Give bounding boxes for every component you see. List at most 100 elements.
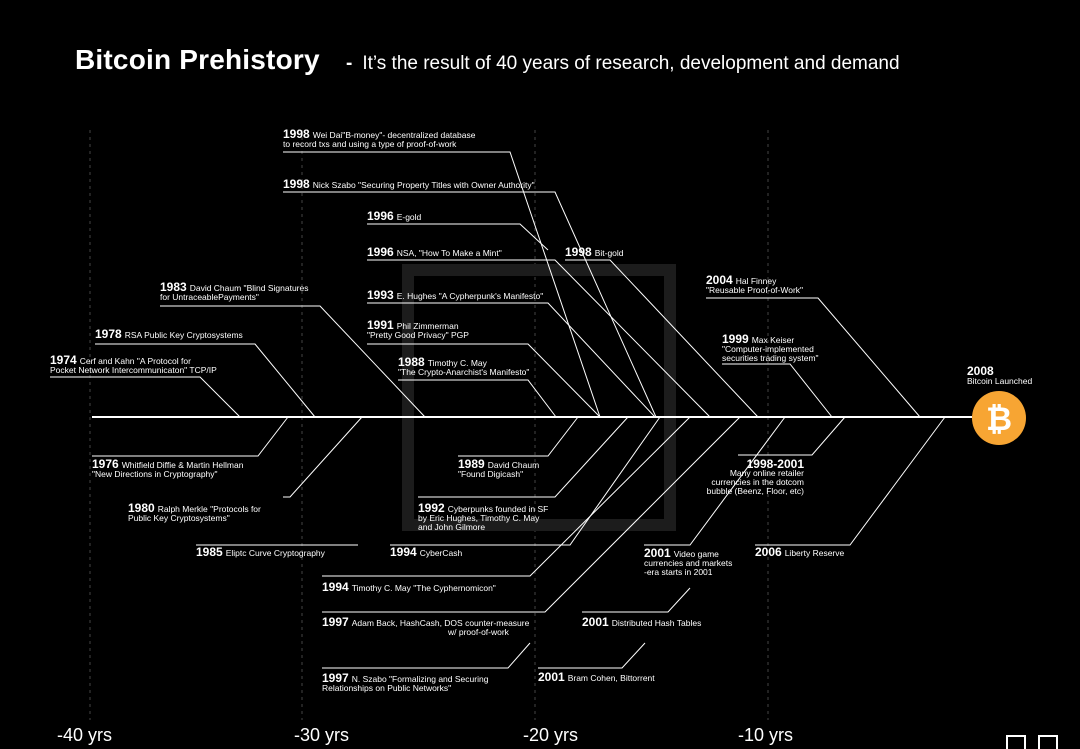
branch-2004-finney [706,297,921,418]
event-2006-liberty: 2006 Liberty Reserve [755,545,845,559]
corner-mark-left [1006,735,1026,749]
axis-label-30: -30 yrs [294,725,350,745]
branch-1998-2001-dotcom [738,416,846,456]
event-year: 1994 [390,545,417,559]
event-2001-videogame: 2001 Video game currencies and markets -e… [644,546,733,577]
endpoint-label: Bitcoin Launched [967,376,1033,386]
subtitle-text: It’s the result of 40 years of research,… [362,53,900,74]
event-1994-cybercash: 1994 CyberCash [390,545,462,559]
event-year: 1999 [722,332,749,346]
event-text2: "The Crypto-Anarchist's Manifesto" [398,367,530,377]
event-year: 1985 [196,545,223,559]
event-2001-bittorrent: 2001 Bram Cohen, Bittorrent [538,670,655,684]
branch-1994-cybercash [390,416,661,546]
event-year: 1988 [398,355,425,369]
event-year: 1997 [322,615,349,629]
event-2004-finney: 2004 Hal Finney "Reusable Proof-of-Work" [706,273,804,295]
page-subtitle: - It’s the result of 40 years of research… [346,53,900,75]
event-year: 2006 [755,545,782,559]
event-1998-bmoney: 1998 Wei Dai"B-money"- decentralized data… [283,127,476,149]
event-1991-pgp: 1991 Phil Zimmerman "Pretty Good Privacy"… [367,318,469,340]
event-text2: "Computer-implemented securities trading… [722,344,819,363]
event-text2: w/ proof-of-work [448,627,509,637]
event-1989-digicash: 1989 David Chaum "Found Digicash" [458,457,539,479]
event-text: Phil Zimmerman [396,321,459,331]
branch-1988-may [398,379,557,418]
event-text: Wei Dai"B-money"- decentralized database [312,130,476,140]
event-1988-may: 1988 Timothy C. May "The Crypto-Anarchist… [398,355,530,377]
event-1994-cyphernomicon: 1994 Timothy C. May "The Cyphernomicon" [322,581,496,593]
event-text2: "Reusable Proof-of-Work" [706,285,804,295]
event-1997-szabo-formalizing: 1997 N. Szabo "Formalizing and Securing R… [322,671,488,693]
event-year: 1989 [458,457,485,471]
event-1976-diffie: 1976 Whitfield Diffie & Martin Hellman "N… [92,458,243,479]
branch-2001-videogame [644,416,786,546]
branch-1989-digicash [458,416,579,457]
event-1978-rsa: 1978 RSA Public Key Cryptosystems [95,327,243,341]
event-text: Video game [673,549,719,559]
branch-1999-keiser [722,363,833,418]
event-text2: by Eric Hughes, Timothy C. May and John … [418,513,540,532]
event-text: Cerf and Kahn "A Protocol for [79,356,191,366]
event-year: 1983 [160,280,187,294]
event-text: E-gold [396,212,422,222]
event-1998-2001-dotcom: 1998-2001 Many online retailer currencie… [700,458,804,496]
event-text2: for UntraceablePayments" [160,292,259,302]
event-year: 1992 [418,501,445,515]
event-text: Hal Finney [735,276,777,286]
event-text2: Pocket Network Intercommunicaton" TCP/IP [50,365,217,375]
event-text: Timothy C. May "The Cyphernomicon" [351,583,496,593]
event-year: 1996 [367,209,394,223]
event-text: NSA, "How To Make a Mint" [396,248,502,258]
event-text2: currencies and markets -era starts in 20… [644,558,733,577]
branch-1991-pgp [367,343,601,418]
event-year: 2001 [538,670,565,684]
bitcoin-icon [972,391,1026,445]
branch-1996-egold [367,223,549,251]
branch-1997-hashcash [322,416,741,613]
event-text: Timothy C. May [427,358,487,368]
event-1997-hashcash: 1997 Adam Back, HashCash, DOS counter-mea… [322,615,530,637]
event-year: 2001 [582,615,609,629]
axis-label-20: -20 yrs [523,725,579,745]
event-text: RSA Public Key Cryptosystems [124,330,243,340]
event-year: 1997 [322,671,349,685]
event-text2: Many online retailer currencies in the d… [706,468,804,496]
branch-2006-liberty [755,416,946,546]
event-1996-egold: 1996 E-gold [367,209,422,223]
branch-1998-bmoney [283,151,601,418]
event-1996-nsa: 1996 NSA, "How To Make a Mint" [367,246,502,258]
event-1985-ecc: 1985 Eliptc Curve Cryptography [196,545,325,559]
axis-label-10: -10 yrs [738,725,794,745]
event-text: Liberty Reserve [784,548,845,558]
branch-1974-tcpip [50,376,241,418]
corner-mark-right [1038,735,1058,749]
event-text: Ralph Merkle "Protocols for [157,504,261,514]
event-year: 2004 [706,273,733,287]
event-year: 1998 [283,177,310,191]
event-year: 1991 [367,318,394,332]
endpoint-year: 2008 [967,364,994,378]
event-text: Nick Szabo "Securing Property Titles wit… [312,180,535,190]
event-year: 2001 [644,546,671,560]
event-1999-keiser: 1999 Max Keiser "Computer-implemented sec… [722,332,819,363]
event-text2: "Found Digicash" [458,469,524,479]
event-2001-dht: 2001 Distributed Hash Tables [582,615,701,629]
event-year: 1978 [95,327,122,341]
event-1974-tcpip: 1974 Cerf and Kahn "A Protocol for Pocket… [50,354,217,375]
branch-1998-szabo-titles [283,191,657,418]
branch-1998-bitgold [565,259,759,418]
watermark-logo [402,264,676,531]
event-year: 1998 [283,127,310,141]
event-text: Adam Back, HashCash, DOS counter-measure [351,618,530,628]
event-text: Cyberpunks founded in SF [447,504,549,514]
branch-1997-szabo-formalizing [322,642,531,669]
event-text2: "New Directions in Cryptography" [92,469,218,479]
title-separator: - [346,53,353,74]
branch-2001-bittorrent [538,642,646,669]
event-text: Bit-gold [594,248,624,258]
branch-1976-diffie [92,416,289,457]
event-1992-cyberpunks: 1992 Cyberpunks founded in SF by Eric Hug… [418,501,549,532]
